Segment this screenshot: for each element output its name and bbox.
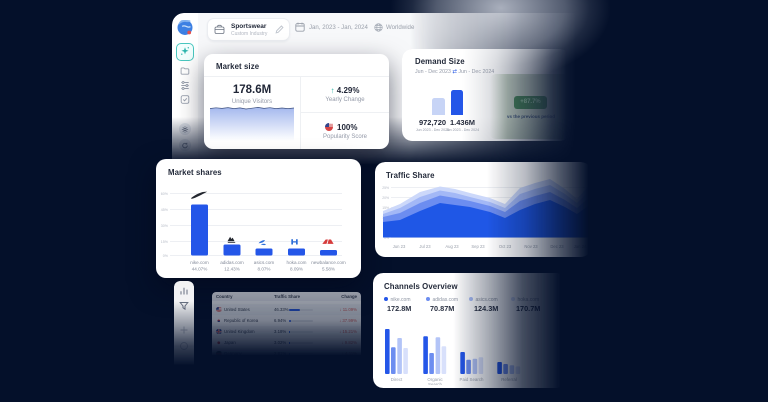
svg-text:Jan 24: Jan 24 — [574, 244, 587, 249]
svg-text:Dec 23: Dec 23 — [550, 244, 564, 249]
svg-text:Referral: Referral — [501, 377, 517, 382]
svg-text:Oct 23: Oct 23 — [499, 244, 512, 249]
svg-text:20%: 20% — [382, 196, 389, 200]
svg-text:44.07%: 44.07% — [192, 267, 208, 272]
svg-text:12.43%: 12.43% — [224, 267, 240, 272]
svg-text:Organic: Organic — [427, 377, 443, 382]
svg-text:8.07%: 8.07% — [257, 267, 270, 272]
svg-text:60%: 60% — [161, 192, 169, 196]
svg-text:25%: 25% — [382, 186, 389, 190]
svg-text:Nov 23: Nov 23 — [524, 244, 538, 249]
svg-text:45%: 45% — [161, 208, 169, 212]
svg-text:newbalance.com: newbalance.com — [311, 260, 346, 265]
svg-text:Search: Search — [428, 382, 442, 385]
svg-text:nike.com: nike.com — [190, 260, 209, 265]
svg-text:15%: 15% — [161, 240, 169, 244]
svg-text:15%: 15% — [382, 206, 389, 210]
svg-text:Direct: Direct — [391, 377, 403, 382]
svg-text:Paid Search: Paid Search — [460, 377, 484, 382]
svg-text:8.09%: 8.09% — [290, 267, 303, 272]
svg-text:asics.com: asics.com — [254, 260, 275, 265]
svg-text:Jul 23: Jul 23 — [419, 244, 431, 249]
svg-text:5.58%: 5.58% — [322, 267, 335, 272]
svg-text:0%: 0% — [163, 254, 169, 258]
svg-text:0%: 0% — [384, 236, 389, 240]
svg-text:Jun 23: Jun 23 — [393, 244, 406, 249]
svg-text:adidas.com: adidas.com — [220, 260, 244, 265]
svg-text:hoka.com: hoka.com — [287, 260, 307, 265]
svg-text:30%: 30% — [161, 224, 169, 228]
svg-text:Aug 23: Aug 23 — [445, 244, 459, 249]
svg-text:Sep 23: Sep 23 — [471, 244, 485, 249]
